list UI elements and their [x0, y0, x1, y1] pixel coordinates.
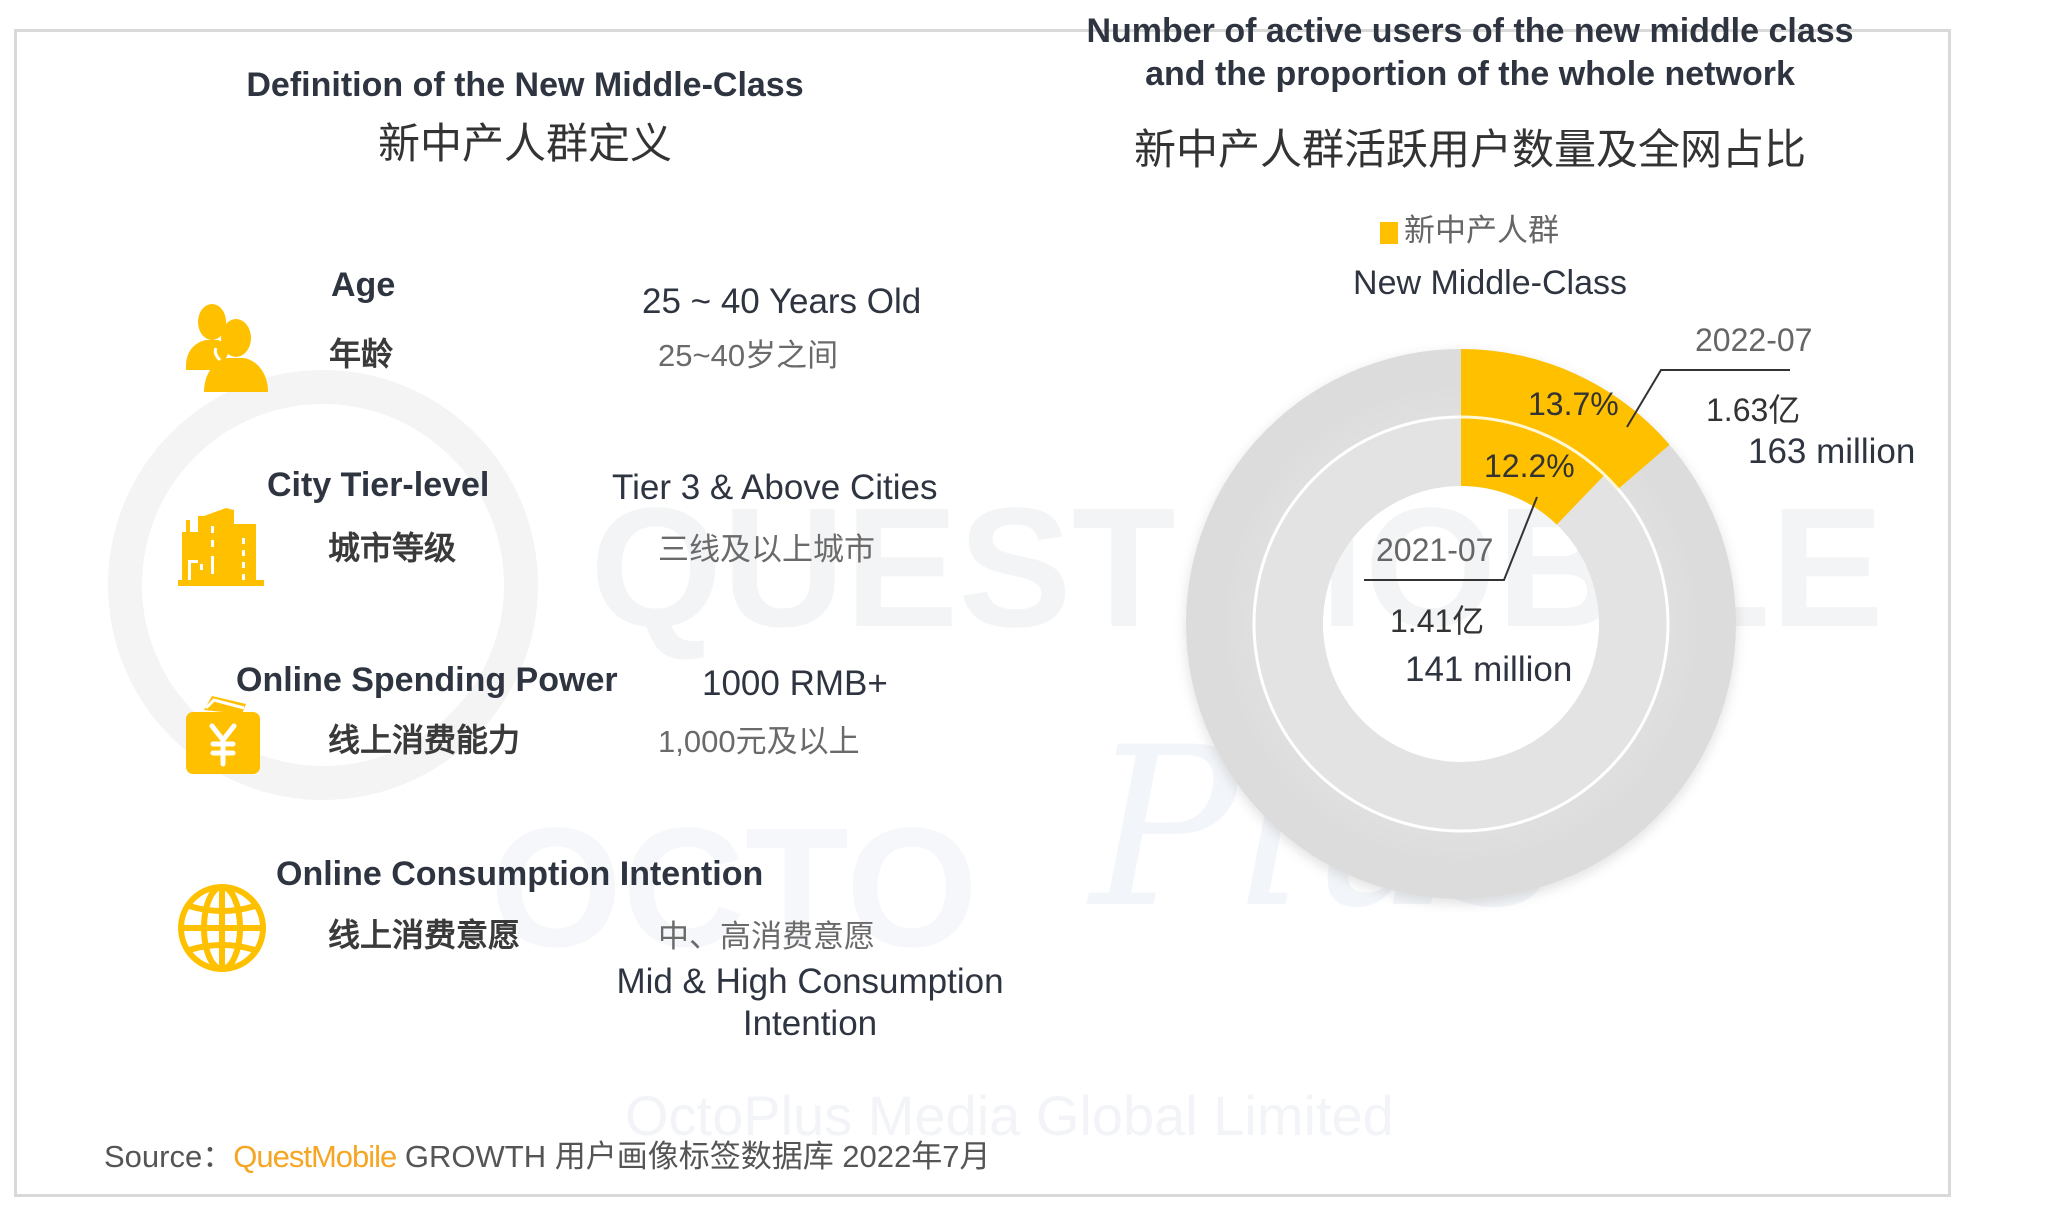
inner-users-en: 141 million	[1405, 650, 1573, 689]
age-label-en: Age	[331, 266, 396, 304]
source-prefix: Source：	[104, 1139, 234, 1174]
wallet-yuan-icon	[186, 696, 260, 774]
left-title-en: Definition of the New Middle-Class	[246, 66, 804, 104]
city-label-cn: 城市等级	[328, 530, 457, 566]
outer-pct-label: 13.7%	[1528, 386, 1619, 422]
chart-legend: 新中产人群	[1380, 205, 1559, 250]
age-value-en: 25 ~ 40 Years Old	[642, 282, 922, 321]
city-label-en: City Tier-level	[267, 466, 490, 504]
intention-label-cn: 线上消费意愿	[328, 917, 521, 953]
intention-value-en-line2: Intention	[742, 1004, 878, 1043]
outer-users-cn: 1.63亿	[1706, 392, 1801, 428]
spending-value-en: 1000 RMB+	[702, 664, 888, 703]
nested-donut-chart	[1186, 348, 1790, 899]
intention-value-en-line1: Mid & High Consumption	[616, 962, 1004, 1001]
source-rest: GROWTH 用户画像标签数据库 2022年7月	[404, 1139, 991, 1174]
leader-line-2022	[1626, 369, 1790, 428]
chart-title-cn: 新中产人群活跃用户数量及全网占比	[1133, 126, 1806, 173]
chart-title-en-line1: Number of active users of the new middle…	[1086, 12, 1854, 50]
inner-ring-segment-2021	[1461, 417, 1605, 525]
legend-label-cn: 新中产人群	[1404, 213, 1559, 248]
city-value-en: Tier 3 & Above Cities	[612, 468, 938, 507]
inner-users-cn: 1.41亿	[1390, 603, 1485, 639]
city-buildings-icon	[178, 508, 264, 586]
legend-label-en: New Middle-Class	[1353, 264, 1627, 302]
outer-date-label: 2022-07	[1695, 322, 1813, 358]
intention-value-cn: 中、高消费意愿	[658, 919, 875, 954]
intention-label-en: Online Consumption Intention	[276, 855, 764, 893]
outer-ring-segment-2022	[1461, 348, 1670, 490]
leader-line-2021	[1364, 496, 1538, 581]
spending-value-cn: 1,000元及以上	[658, 724, 860, 759]
chart-title-en-line2: and the proportion of the whole network	[1145, 55, 1795, 93]
inner-date-label: 2021-07	[1376, 532, 1494, 568]
age-value-cn: 25~40岁之间	[658, 338, 839, 373]
outer-users-en: 163 million	[1748, 432, 1916, 471]
globe-icon	[178, 884, 266, 972]
inner-pct-label: 12.2%	[1484, 448, 1575, 484]
source-note: Source：QuestMobile GROWTH 用户画像标签数据库 2022…	[104, 1131, 991, 1176]
users-icon	[186, 304, 268, 392]
city-value-cn: 三线及以上城市	[658, 532, 875, 567]
age-label-cn: 年龄	[329, 336, 394, 372]
spending-label-cn: 线上消费能力	[328, 722, 521, 758]
left-title-cn: 新中产人群定义	[377, 120, 672, 167]
source-brand: QuestMobile	[233, 1139, 397, 1174]
spending-label-en: Online Spending Power	[236, 661, 618, 699]
legend-swatch	[1380, 221, 1398, 244]
